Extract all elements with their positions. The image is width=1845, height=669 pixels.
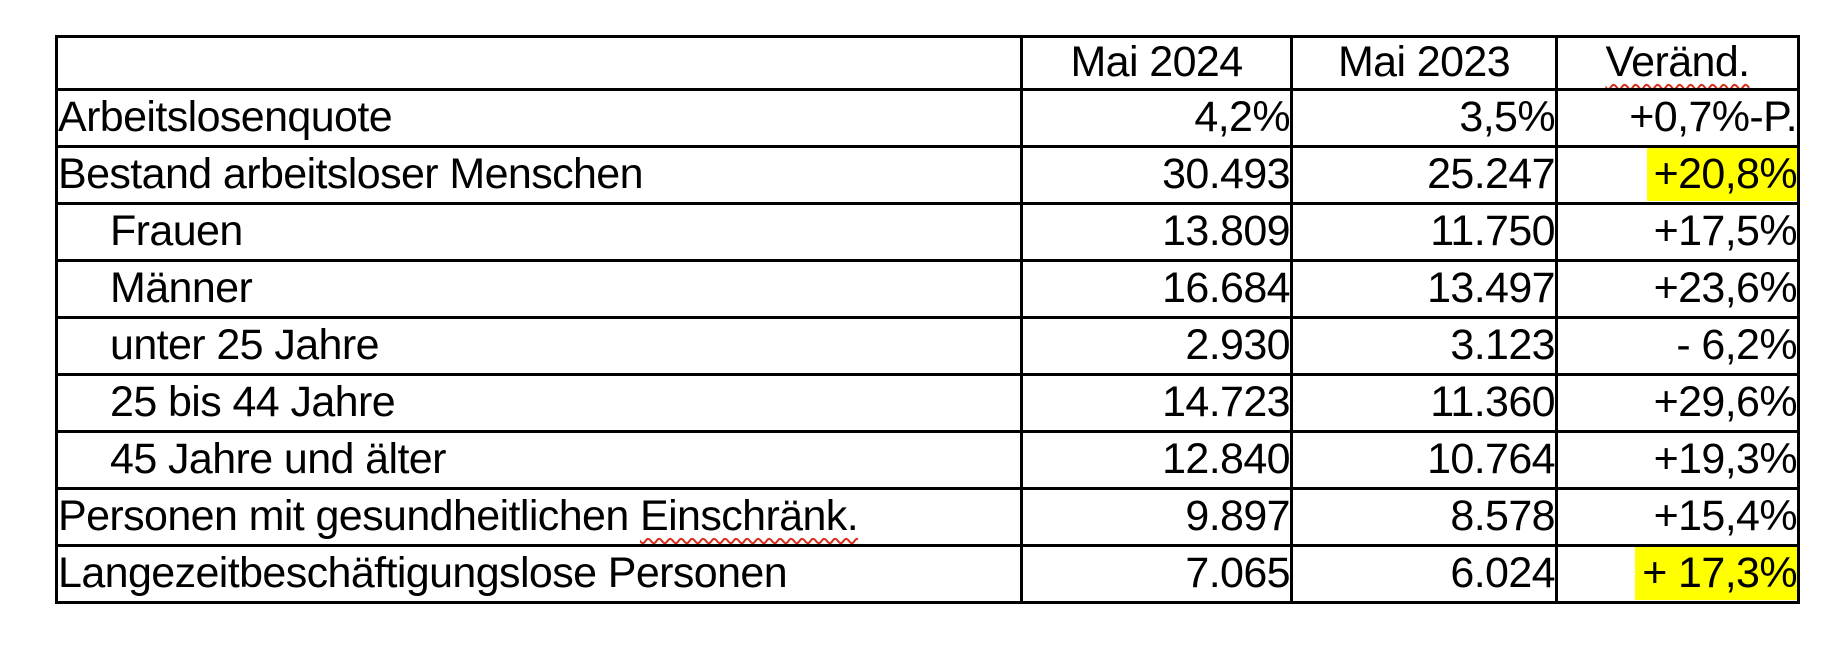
statistics-table: Mai 2024 Mai 2023 Veränd. Arbeitslosenqu… [55, 35, 1800, 604]
row-label: Frauen [55, 202, 1023, 262]
header-cell-veraend: Veränd. [1555, 35, 1800, 91]
value-change: +29,6% [1555, 373, 1800, 433]
value-mai-2023: 6.024 [1290, 544, 1558, 604]
value-mai-2024: 12.840 [1020, 430, 1293, 490]
value-mai-2023: 13.497 [1290, 259, 1558, 319]
row-label: Arbeitslosenquote [55, 88, 1023, 148]
table-row-frauen: Frauen 13.809 11.750 +17,5% [55, 202, 1800, 262]
table-row-unter-25: unter 25 Jahre 2.930 3.123 - 6,2% [55, 316, 1800, 376]
header-label-mai-2024: Mai 2024 [1070, 38, 1243, 87]
highlighted-value: + 17,3% [1635, 548, 1796, 600]
table-row-25-bis-44: 25 bis 44 Jahre 14.723 11.360 +29,6% [55, 373, 1800, 433]
value-mai-2023: 25.247 [1290, 145, 1558, 205]
header-label-mai-2023: Mai 2023 [1337, 38, 1511, 87]
value-change: - 6,2% [1555, 316, 1800, 376]
row-label: Männer [55, 259, 1023, 319]
row-label-prefix: Personen mit gesundheitlichen [58, 492, 640, 541]
table-row-gesundheitliche-einschraenkungen: Personen mit gesundheitlichen Einschränk… [55, 487, 1800, 547]
highlighted-value: +20,8% [1646, 149, 1796, 201]
header-row: Mai 2024 Mai 2023 Veränd. [55, 35, 1800, 91]
row-label: 45 Jahre und älter [55, 430, 1023, 490]
value-mai-2024: 13.809 [1020, 202, 1293, 262]
table-row-langzeitbeschaeftigungslose: Langezeitbeschäftigungslose Personen 7.0… [55, 544, 1800, 604]
table-row-45-und-aelter: 45 Jahre und älter 12.840 10.764 +19,3% [55, 430, 1800, 490]
value-mai-2024: 30.493 [1020, 145, 1293, 205]
value-change: + 17,3% [1555, 544, 1800, 604]
row-label: 25 bis 44 Jahre [55, 373, 1023, 433]
value-change: +19,3% [1555, 430, 1800, 490]
value-change: +15,4% [1555, 487, 1800, 547]
value-mai-2023: 3.123 [1290, 316, 1558, 376]
value-mai-2023: 10.764 [1290, 430, 1558, 490]
value-mai-2023: 3,5% [1290, 88, 1558, 148]
table-row-arbeitslosenquote: Arbeitslosenquote 4,2% 3,5% +0,7%-P. [55, 88, 1800, 148]
row-label: Personen mit gesundheitlichen Einschränk… [55, 487, 1023, 547]
value-change: +17,5% [1555, 202, 1800, 262]
value-mai-2024: 2.930 [1020, 316, 1293, 376]
header-cell-mai-2023: Mai 2023 [1290, 35, 1558, 91]
header-label-veraend: Veränd. [1605, 38, 1750, 87]
header-cell-empty [55, 35, 1023, 91]
value-mai-2024: 4,2% [1020, 88, 1293, 148]
value-mai-2023: 11.360 [1290, 373, 1558, 433]
value-mai-2024: 7.065 [1020, 544, 1293, 604]
value-change: +20,8% [1555, 145, 1800, 205]
value-mai-2024: 9.897 [1020, 487, 1293, 547]
value-mai-2024: 14.723 [1020, 373, 1293, 433]
row-label-misspelled: Einschränk. [640, 492, 859, 541]
value-mai-2023: 8.578 [1290, 487, 1558, 547]
row-label: Langezeitbeschäftigungslose Personen [55, 544, 1023, 604]
value-change: +23,6% [1555, 259, 1800, 319]
header-cell-mai-2024: Mai 2024 [1020, 35, 1293, 91]
table-row-bestand: Bestand arbeitsloser Menschen 30.493 25.… [55, 145, 1800, 205]
row-label: Bestand arbeitsloser Menschen [55, 145, 1023, 205]
value-change: +0,7%-P. [1555, 88, 1800, 148]
value-mai-2024: 16.684 [1020, 259, 1293, 319]
table-row-maenner: Männer 16.684 13.497 +23,6% [55, 259, 1800, 319]
value-mai-2023: 11.750 [1290, 202, 1558, 262]
row-label: unter 25 Jahre [55, 316, 1023, 376]
